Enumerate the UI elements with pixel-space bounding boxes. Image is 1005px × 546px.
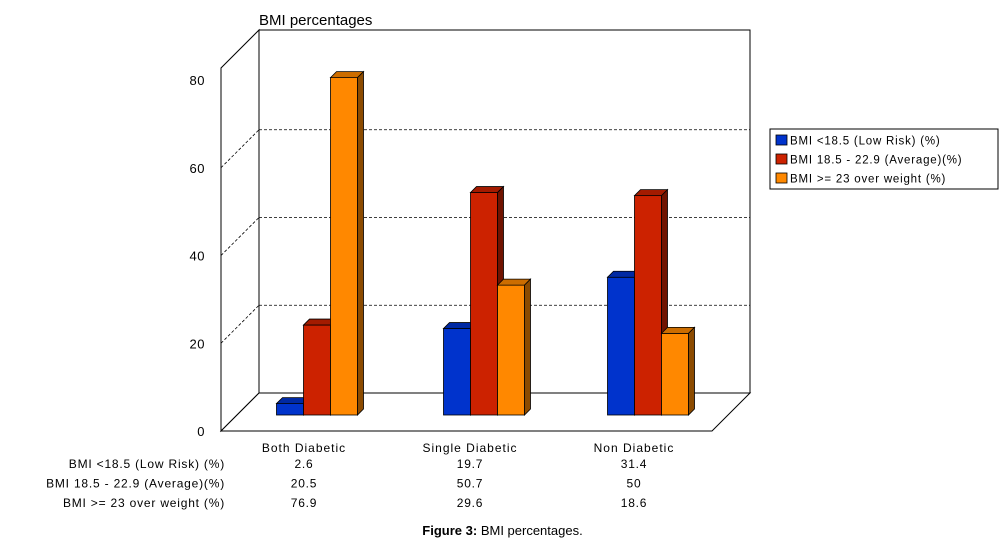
data-table-cell: 50.7 — [457, 477, 484, 491]
gridline-side — [220, 217, 260, 256]
bar-front — [443, 328, 471, 416]
data-table-cell: 29.6 — [457, 496, 484, 510]
y-axis-ticks: 0 20 40 60 80 — [190, 73, 205, 439]
legend-swatch — [775, 172, 788, 184]
bar-front — [330, 77, 358, 416]
y-tick-label: 80 — [190, 73, 205, 88]
data-table-cell: 18.6 — [621, 496, 648, 510]
y-tick-label: 40 — [190, 249, 205, 264]
caption-label: Figure 3: — [422, 523, 478, 538]
legend-entry: BMI >= 23 over weight (%) — [790, 174, 946, 186]
data-table-row-label: BMI >= 23 over weight (%) — [63, 496, 225, 510]
data-table-cell: 19.7 — [457, 457, 484, 471]
x-axis-categories: Both Diabetic Single Diabetic Non Diabetic — [262, 441, 675, 455]
data-table-row-label: BMI <18.5 (Low Risk) (%) — [69, 457, 225, 471]
data-table: BMI <18.5 (Low Risk) (%) 2.6 19.7 31.4 BMI 1… — [46, 457, 648, 510]
bars — [275, 70, 696, 416]
gridline-side — [220, 129, 260, 169]
legend-entry: BMI 18.5 - 22.9 (Average)(%) — [790, 155, 962, 167]
data-table-cell: 50 — [627, 477, 642, 491]
category-label: Non Diabetic — [594, 441, 675, 455]
legend-entry: BMI <18.5 (Low Risk) (%) — [790, 136, 941, 148]
data-table-row-label: BMI 18.5 - 22.9 (Average)(%) — [46, 477, 225, 491]
legend: BMI <18.5 (Low Risk) (%) BMI 18.5 - 22.9 … — [769, 128, 999, 190]
bar-front — [470, 192, 498, 416]
data-table-cell: 2.6 — [294, 457, 313, 471]
caption-text: BMI percentages. — [480, 523, 583, 538]
bar-side — [688, 326, 695, 416]
y-tick-label: 60 — [190, 161, 205, 176]
y-tick-label: 20 — [190, 336, 205, 351]
bar-front — [303, 324, 331, 416]
gridline-side — [220, 304, 260, 344]
bar-front — [497, 284, 525, 416]
legend-box — [769, 128, 999, 190]
bar — [329, 70, 365, 416]
bar-side — [524, 278, 531, 416]
chart-title: BMI percentages — [259, 12, 372, 29]
y-tick-label: 0 — [197, 424, 205, 439]
bar-front — [607, 276, 635, 416]
bar-front — [661, 332, 689, 416]
category-label: Single Diabetic — [422, 441, 517, 455]
figure-caption: Figure 3: BMI percentages. — [0, 523, 1005, 538]
bar-side — [357, 70, 364, 416]
data-table-cell: 31.4 — [621, 457, 648, 471]
bar — [496, 278, 532, 416]
legend-swatch — [775, 153, 788, 165]
category-label: Both Diabetic — [262, 441, 346, 455]
legend-swatch — [775, 134, 788, 146]
bar — [660, 326, 696, 416]
bar-front — [634, 195, 662, 416]
side-wall — [220, 28, 260, 433]
data-table-cell: 76.9 — [291, 496, 318, 510]
bar-front — [276, 403, 304, 416]
data-table-cell: 20.5 — [291, 477, 318, 491]
bmi-chart: 0 20 40 60 80 Both Diabetic Single Diabetic No… — [46, 12, 999, 510]
